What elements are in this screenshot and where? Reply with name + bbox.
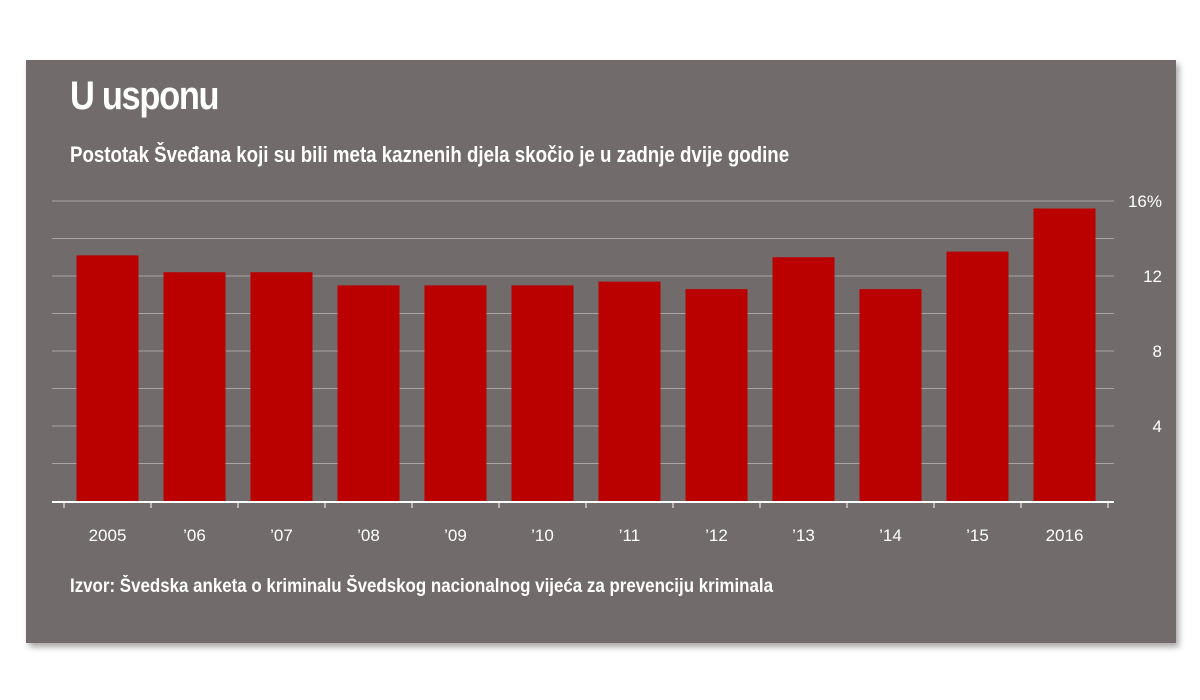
bar — [1033, 208, 1096, 501]
x-tick-label: ’10 — [531, 526, 554, 545]
bar — [772, 257, 835, 501]
bar — [337, 285, 400, 501]
x-axis — [52, 501, 1114, 508]
x-tick-label: ’08 — [357, 526, 380, 545]
x-tick-label: ’09 — [444, 526, 467, 545]
chart-panel: U usponu Postotak Šveđana koji su bili m… — [26, 60, 1176, 643]
bar-chart: 4 8 12 16% 2005 ’06 ’07 ’08 ’09 ’10 ’11 ’12 ’13 ’14 ’… — [52, 192, 1162, 545]
chart-subtitle: Postotak Šveđana koji su bili meta kazne… — [70, 142, 790, 167]
x-tick-label: ’12 — [705, 526, 728, 545]
x-tick-label: 2005 — [89, 526, 127, 545]
x-tick-label: ’13 — [792, 526, 815, 545]
x-tick-label: ’15 — [966, 526, 989, 545]
x-tick-label: 2016 — [1046, 526, 1084, 545]
gridlines — [52, 200, 1114, 464]
bar — [946, 251, 1009, 501]
bar — [685, 289, 748, 501]
bar — [598, 281, 661, 501]
x-tick-label: ’11 — [619, 526, 640, 545]
chart-title: U usponu — [70, 74, 220, 118]
source-note: Izvor: Švedska anketa o kriminalu Švedsk… — [70, 576, 773, 597]
x-tick-label: ’07 — [270, 526, 293, 545]
bar — [163, 272, 226, 501]
y-tick-label: 8 — [1153, 342, 1162, 361]
y-axis-ticks: 4 8 12 16% — [1128, 192, 1162, 436]
x-axis-ticks: 2005 ’06 ’07 ’08 ’09 ’10 ’11 ’12 ’13 ’14 ’15 2016 — [89, 526, 1084, 545]
x-tick-label: ’14 — [879, 526, 902, 545]
bar-series — [76, 208, 1096, 501]
bar — [76, 255, 139, 501]
bar — [250, 272, 313, 501]
y-tick-label: 16% — [1128, 192, 1162, 211]
y-tick-label: 4 — [1153, 417, 1162, 436]
y-tick-label: 12 — [1143, 267, 1162, 286]
bar — [511, 285, 574, 501]
bar — [424, 285, 487, 501]
x-tick-label: ’06 — [183, 526, 206, 545]
bar — [859, 289, 922, 501]
